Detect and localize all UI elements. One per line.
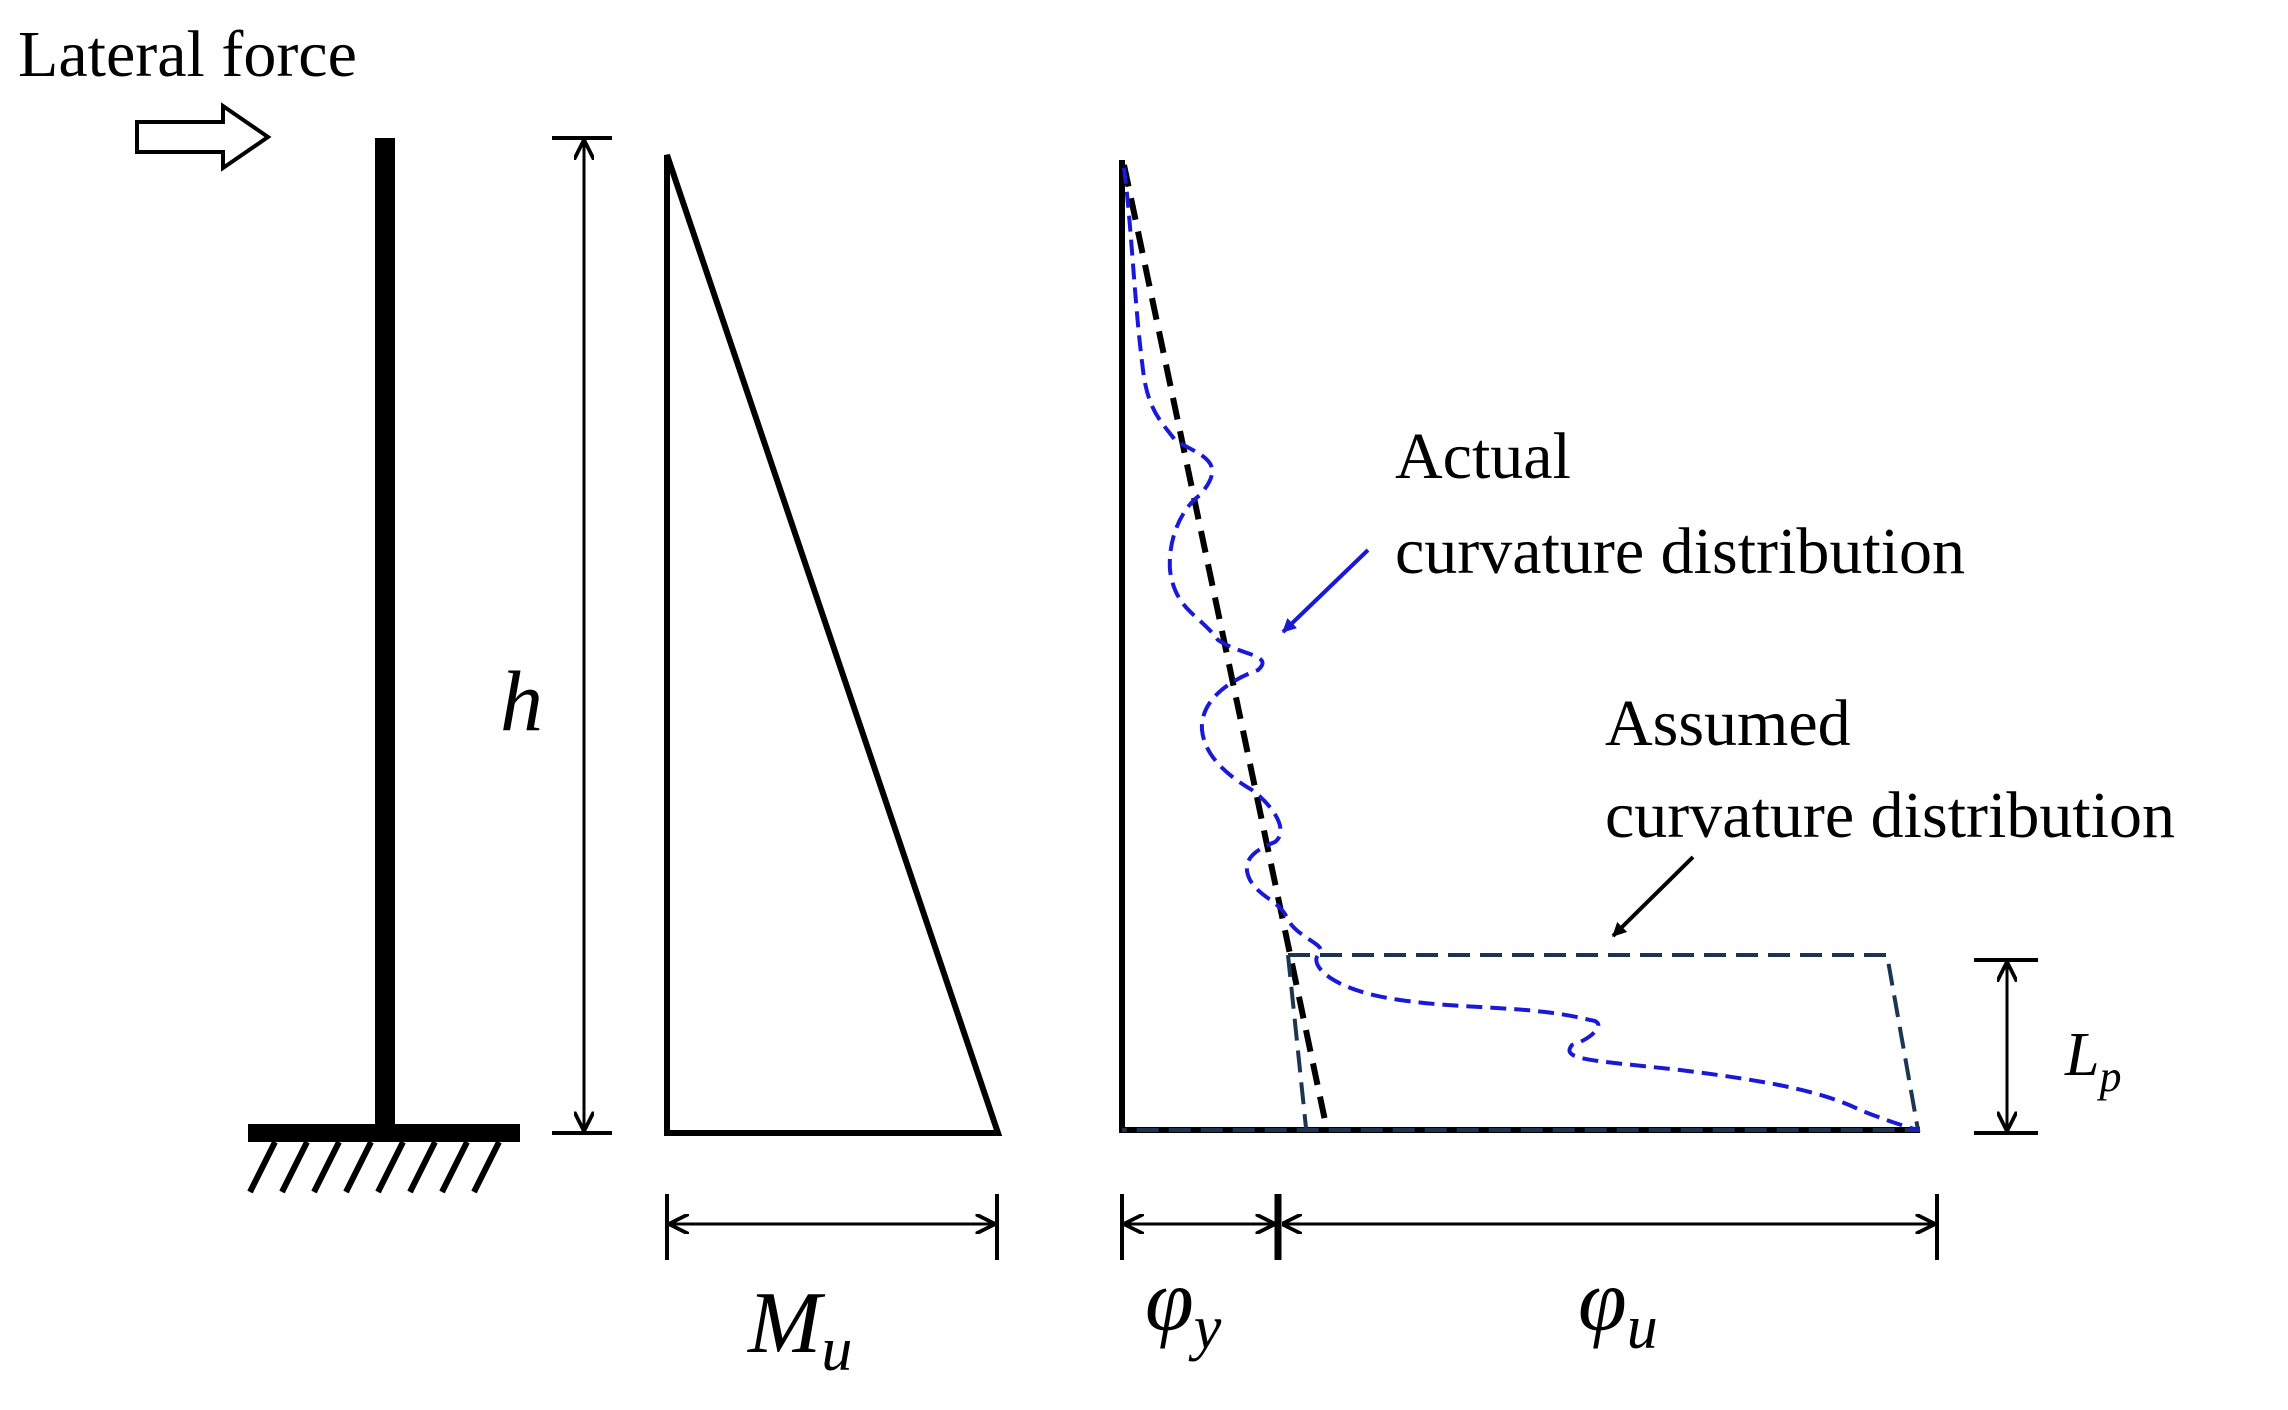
assumed-curvature-distribution	[1122, 953, 1921, 1132]
lateral-force-label: Lateral force	[18, 18, 357, 91]
linear-curvature-line	[1121, 164, 1330, 1131]
lp-label: Lp	[2064, 1021, 2121, 1101]
actual-curvature-distribution	[1122, 167, 1919, 1132]
hollow-right-arrow-icon	[135, 102, 272, 172]
moment-diagram	[664, 154, 1003, 1136]
actual-label-line2: curvature distribution	[1395, 515, 1965, 588]
plastic-hinge-length-dimension	[1974, 958, 2038, 1135]
height-label: h	[500, 653, 543, 749]
actual-label-line1: Actual	[1395, 420, 1571, 493]
curvature-dimension	[1120, 1194, 1939, 1260]
curvature-diagram	[1119, 160, 1921, 1133]
fixed-base-hatch-icon	[247, 1140, 502, 1194]
height-dimension	[552, 136, 612, 1135]
assumed-pointer-arrow	[1611, 855, 1695, 938]
phi-y-label: φy	[1145, 1253, 1222, 1362]
assumed-label-line2: curvature distribution	[1605, 779, 2175, 852]
phi-u-label: φu	[1578, 1253, 1658, 1362]
moment-dimension	[665, 1194, 999, 1260]
actual-pointer-arrow	[1281, 548, 1370, 634]
moment-label: Mu	[746, 1275, 852, 1384]
assumed-label-line1: Assumed	[1605, 687, 1851, 760]
cantilever-column	[247, 138, 520, 1194]
